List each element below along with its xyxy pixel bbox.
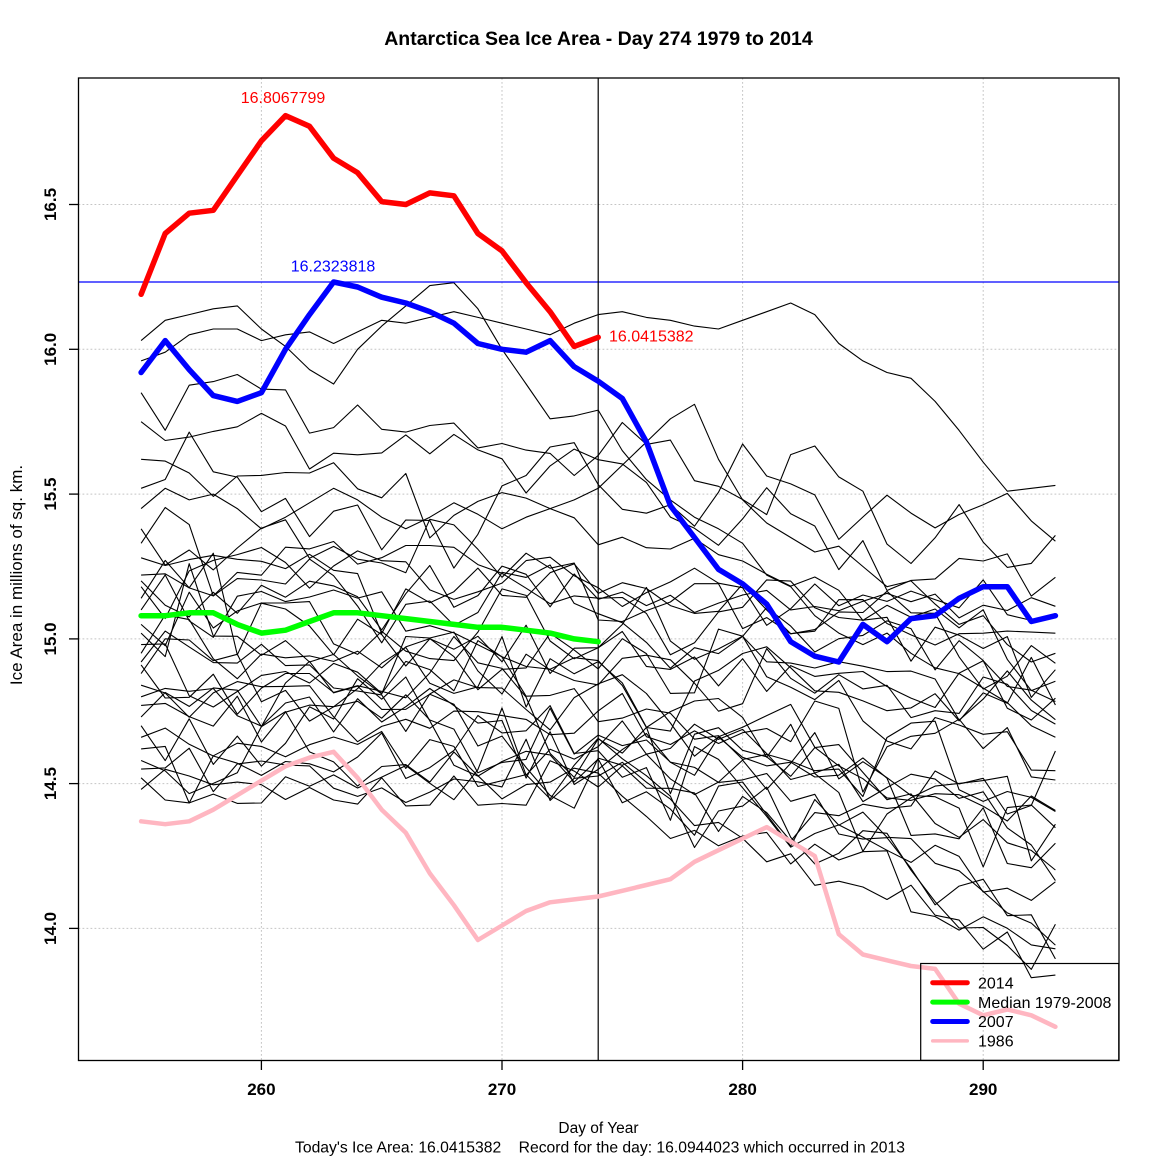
- svg-text:Antarctica Sea Ice Area - Day: Antarctica Sea Ice Area - Day 274 1979 t…: [384, 28, 813, 50]
- svg-text:16.2323818: 16.2323818: [291, 259, 376, 276]
- svg-text:280: 280: [728, 1080, 756, 1099]
- svg-text:15.0: 15.0: [41, 622, 60, 655]
- svg-text:2007: 2007: [978, 1014, 1014, 1031]
- svg-text:290: 290: [969, 1080, 997, 1099]
- svg-text:Day of Year: Day of Year: [558, 1120, 638, 1137]
- svg-text:260: 260: [247, 1080, 275, 1099]
- svg-text:15.5: 15.5: [41, 478, 60, 511]
- svg-text:2014: 2014: [978, 975, 1014, 992]
- svg-text:Median 1979-2008: Median 1979-2008: [978, 995, 1112, 1012]
- svg-text:14.0: 14.0: [41, 912, 60, 945]
- svg-text:Today's Ice Area: 16.0415382: Today's Ice Area: 16.0415382 Record for …: [295, 1140, 905, 1157]
- svg-text:16.0415382: 16.0415382: [609, 329, 694, 346]
- svg-text:270: 270: [488, 1080, 516, 1099]
- svg-text:16.8067799: 16.8067799: [241, 90, 326, 107]
- svg-text:1986: 1986: [978, 1034, 1014, 1051]
- svg-text:16.0: 16.0: [41, 333, 60, 366]
- svg-text:Ice Area in millions of sq. km: Ice Area in millions of sq. km.: [7, 465, 26, 685]
- svg-text:16.5: 16.5: [41, 188, 60, 221]
- svg-text:14.5: 14.5: [41, 767, 60, 800]
